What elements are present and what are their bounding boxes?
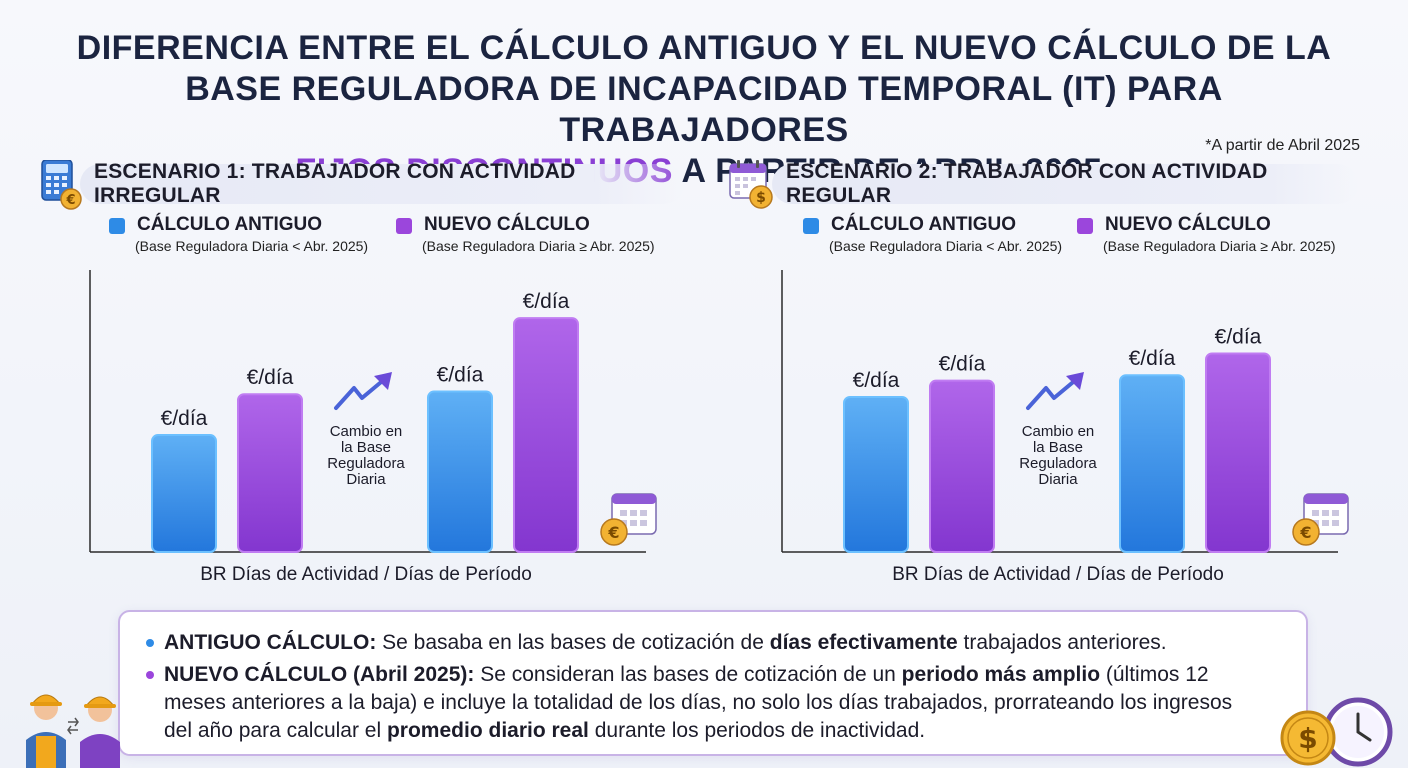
bar-new-4	[513, 317, 579, 553]
legend-old-label: CÁLCULO ANTIGUO	[137, 214, 323, 235]
bar-value-label: €/día	[939, 353, 986, 376]
annotation-line: Diaria	[1038, 471, 1078, 488]
bar-value-label: €/día	[437, 364, 484, 387]
svg-text:€: €	[1299, 523, 1311, 542]
info-new-line-1: NUEVO CÁLCULO (Abril 2025): Se considera…	[164, 663, 1209, 686]
calendar-euro-icon: €	[600, 493, 657, 546]
svg-text:$: $	[1298, 722, 1317, 755]
svg-text:€: €	[607, 523, 619, 542]
chart-1-xlabel: BR Días de Actividad / Días de Período	[200, 564, 532, 585]
coin-clock-icon: $	[1280, 697, 1393, 767]
legend-old-sub: (Base Reguladora Diaria < Abr. 2025)	[135, 238, 369, 254]
bar-new-2	[929, 379, 995, 553]
bar-old-3	[1119, 374, 1185, 553]
info-old-line: ANTIGUO CÁLCULO: Se basaba en las bases …	[164, 631, 1167, 654]
legend-new-sub-2: (Base Reguladora Diaria ≥ Abr. 2025)	[1103, 238, 1336, 254]
bar-old-3	[427, 390, 493, 553]
annotation-line: Cambio en	[1022, 423, 1095, 440]
legend-old-swatch	[109, 218, 125, 234]
bullet-old	[146, 639, 154, 647]
bullet-new	[146, 671, 154, 679]
calculator-euro-icon: €	[41, 160, 82, 210]
legend-new-sub: (Base Reguladora Diaria ≥ Abr. 2025)	[422, 238, 655, 254]
legend-new-label-2: NUEVO CÁLCULO	[1105, 214, 1271, 235]
scenario-1-panel: ESCENARIO 1: TRABAJADOR CON ACTIVIDAD IR…	[36, 160, 696, 600]
bar-value-label: €/día	[1215, 325, 1262, 348]
info-new-line-2: meses anteriores a la baja) e incluye la…	[164, 691, 1233, 714]
trend-arrow-icon	[1026, 372, 1084, 410]
info-new-line-3: del año para calcular el promedio diario…	[164, 719, 926, 742]
bar-old-1	[151, 434, 217, 553]
explanation-box: ANTIGUO CÁLCULO: Se basaba en las bases …	[118, 610, 1308, 756]
annotation-line: la Base	[1033, 439, 1083, 456]
legend-old-label-2: CÁLCULO ANTIGUO	[831, 214, 1017, 235]
bar-value-label: €/día	[161, 407, 208, 430]
calendar-euro-icon: €	[1292, 493, 1349, 546]
annotation-line: Reguladora	[1019, 455, 1097, 472]
legend-new-swatch	[396, 218, 412, 234]
bar-value-label: €/día	[523, 290, 570, 313]
title-line-1: DIFERENCIA ENTRE EL CÁLCULO ANTIGUO Y EL…	[76, 29, 1332, 67]
annotation-line: Cambio en	[330, 423, 403, 440]
bar-new-2	[237, 393, 303, 553]
svg-text:$: $	[756, 190, 766, 206]
bar-value-label: €/día	[247, 366, 294, 389]
annotation-line: la Base	[341, 439, 391, 456]
svg-text:€: €	[65, 193, 75, 208]
legend-old-sub-2: (Base Reguladora Diaria < Abr. 2025)	[829, 238, 1063, 254]
annotation-line: Diaria	[346, 471, 386, 488]
scenario-1-header: ESCENARIO 1: TRABAJADOR CON ACTIVIDAD IR…	[80, 160, 684, 207]
bar-new-4	[1205, 352, 1271, 553]
scenario-1-title: ESCENARIO 1: TRABAJADOR CON ACTIVIDAD IR…	[94, 160, 576, 207]
title-line-2: BASE REGULADORA DE INCAPACIDAD TEMPORAL …	[185, 70, 1223, 149]
chart-2-xlabel: BR Días de Actividad / Días de Período	[892, 564, 1224, 585]
date-note: *A partir de Abril 2025	[1205, 137, 1360, 154]
scenario-2-panel: ESCENARIO 2: TRABAJADOR CON ACTIVIDAD RE…	[728, 160, 1388, 600]
workers-illustration-icon	[26, 694, 120, 768]
calendar-dollar-icon: $	[729, 160, 773, 209]
bar-old-1	[843, 395, 909, 553]
scenario-2-header: ESCENARIO 2: TRABAJADOR CON ACTIVIDAD RE…	[772, 160, 1358, 207]
legend-new-label: NUEVO CÁLCULO	[424, 214, 590, 235]
scenario-2-title: ESCENARIO 2: TRABAJADOR CON ACTIVIDAD RE…	[786, 160, 1268, 207]
bar-value-label: €/día	[853, 369, 900, 392]
legend-old-swatch-2	[803, 218, 819, 234]
trend-arrow-icon	[334, 372, 392, 410]
annotation-line: Reguladora	[327, 455, 405, 472]
bar-value-label: €/día	[1129, 347, 1176, 370]
legend-new-swatch-2	[1077, 218, 1093, 234]
